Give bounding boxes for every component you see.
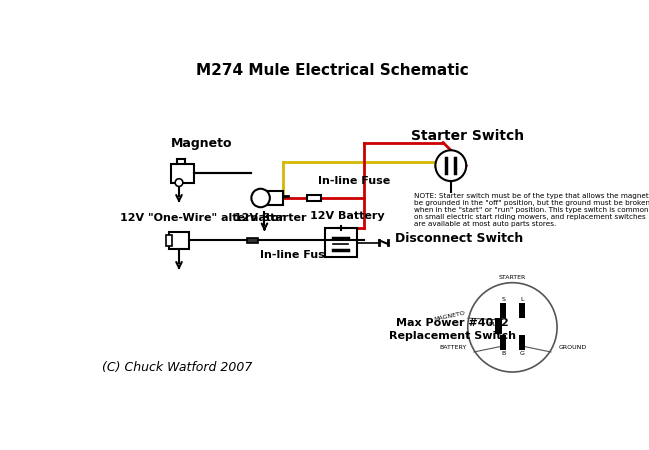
Bar — [519, 335, 525, 351]
Text: 12V Starter: 12V Starter — [234, 213, 306, 223]
Text: L: L — [520, 297, 523, 302]
Bar — [262, 191, 283, 205]
Text: NOTE: Starter switch must be of the type that allows the magneto to
be grounded : NOTE: Starter switch must be of the type… — [414, 193, 649, 227]
Circle shape — [468, 283, 557, 372]
Bar — [495, 318, 502, 333]
Text: S: S — [501, 297, 505, 302]
Circle shape — [175, 179, 183, 186]
Text: STARTER: STARTER — [499, 274, 526, 279]
Text: Max Power #4012: Max Power #4012 — [396, 319, 509, 328]
Text: In-line Fuse: In-line Fuse — [317, 176, 390, 186]
Bar — [169, 232, 189, 249]
Text: M274 Mule Electrical Schematic: M274 Mule Electrical Schematic — [196, 63, 469, 78]
Bar — [519, 303, 525, 318]
Bar — [500, 335, 506, 351]
Bar — [324, 228, 357, 257]
Text: BATTERY: BATTERY — [439, 346, 466, 351]
Circle shape — [435, 150, 466, 181]
Text: 12V "One-Wire" alternator: 12V "One-Wire" alternator — [120, 213, 284, 223]
Text: In-line Fuse: In-line Fuse — [260, 250, 332, 260]
Bar — [307, 194, 321, 202]
Bar — [247, 238, 258, 243]
Text: M: M — [488, 322, 493, 327]
Circle shape — [251, 189, 270, 207]
Bar — [171, 164, 195, 183]
Text: Starter Switch: Starter Switch — [411, 129, 524, 143]
Bar — [166, 235, 172, 246]
Text: Magneto: Magneto — [171, 137, 233, 150]
Text: (C) Chuck Watford 2007: (C) Chuck Watford 2007 — [102, 360, 252, 374]
Text: Replacement Switch: Replacement Switch — [389, 331, 516, 341]
Text: B: B — [501, 351, 506, 356]
Text: GROUND: GROUND — [559, 346, 587, 351]
Bar — [500, 303, 506, 318]
Text: 12V Battery: 12V Battery — [310, 211, 384, 221]
Text: G: G — [519, 351, 524, 356]
Text: Disconnect Switch: Disconnect Switch — [395, 232, 523, 245]
Text: MAGNETO: MAGNETO — [434, 311, 466, 322]
